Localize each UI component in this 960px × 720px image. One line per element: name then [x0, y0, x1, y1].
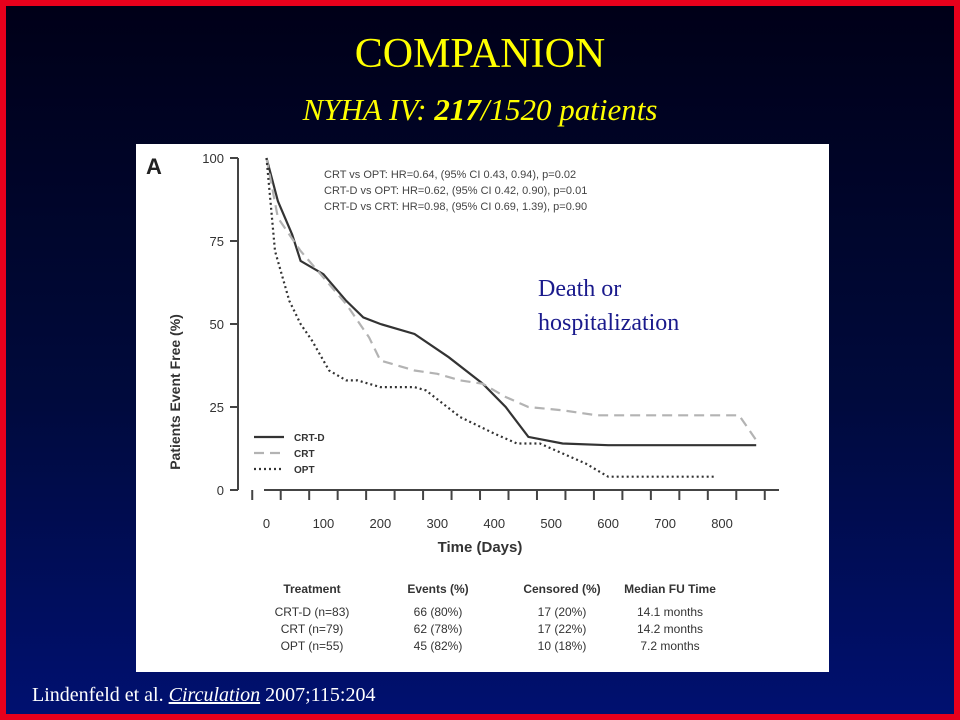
stats-line: CRT-D vs CRT: HR=0.98, (95% CI 0.69, 1.3… — [324, 201, 587, 213]
subtitle-prefix: NYHA IV: — [302, 92, 435, 127]
citation-ref: 2007;115:204 — [260, 684, 376, 706]
km-chart: A CRT vs OPT: HR=0.64, (95% CI 0.43, 0.9… — [146, 151, 779, 653]
stats-line: CRT vs OPT: HR=0.64, (95% CI 0.43, 0.94)… — [324, 169, 576, 181]
figure-panel: A CRT vs OPT: HR=0.64, (95% CI 0.43, 0.9… — [136, 144, 829, 672]
table-cell: 14.1 months — [637, 605, 703, 619]
table-cell: 7.2 months — [640, 639, 699, 653]
table-cell: 62 (78%) — [414, 622, 463, 636]
series-group — [265, 157, 758, 478]
x-axis: 0 100 200 300 400 500 600 700 800 — [251, 489, 779, 531]
table-cell: CRT (n=79) — [281, 622, 344, 636]
annotation-line-2: hospitalization — [538, 310, 680, 336]
y-tick-label: 0 — [217, 483, 224, 498]
stats-block: CRT vs OPT: HR=0.64, (95% CI 0.43, 0.94)… — [324, 169, 587, 213]
y-tick-label: 50 — [210, 317, 224, 332]
table-header: Treatment — [283, 582, 340, 596]
table-cell: 17 (22%) — [538, 622, 587, 636]
table-cell: OPT (n=55) — [281, 639, 344, 653]
table-header: Events (%) — [407, 582, 468, 596]
slide-subtitle: NYHA IV: 217/1520 patients — [0, 92, 960, 128]
legend-label: CRT-D — [294, 433, 325, 444]
table-cell: 10 (18%) — [538, 639, 587, 653]
series-line-crt-d — [265, 157, 757, 447]
y-tick-label: 75 — [210, 234, 224, 249]
x-axis-label: Time (Days) — [438, 539, 523, 556]
table-header: Median FU Time — [624, 582, 716, 596]
x-tick-label: 700 — [654, 516, 676, 531]
table-cell: 17 (20%) — [538, 605, 587, 619]
panel-label: A — [146, 154, 162, 179]
summary-table: Treatment Events (%) Censored (%) Median FU… — [275, 582, 717, 653]
x-tick-label: 400 — [483, 516, 505, 531]
table-cell: CRT-D (n=83) — [275, 605, 350, 619]
table-cell: 45 (82%) — [414, 639, 463, 653]
x-tick-label: 300 — [426, 516, 448, 531]
citation-journal: Circulation — [168, 684, 261, 706]
table-header: Censored (%) — [523, 582, 600, 596]
y-tick-label: 100 — [202, 151, 224, 166]
x-tick-label: 800 — [711, 516, 733, 531]
stats-line: CRT-D vs OPT: HR=0.62, (95% CI 0.42, 0.9… — [324, 185, 587, 197]
x-tick-label: 200 — [370, 516, 392, 531]
table-cell: 14.2 months — [637, 622, 703, 636]
annotation-line-1: Death or — [538, 276, 622, 302]
y-tick-label: 25 — [210, 400, 224, 415]
legend-label: CRT — [294, 449, 315, 460]
table-cell: 66 (80%) — [414, 605, 463, 619]
x-tick-label: 500 — [540, 516, 562, 531]
slide-title: COMPANION — [354, 31, 606, 77]
y-axis-label: Patients Event Free (%) — [167, 314, 183, 470]
series-line-opt — [265, 157, 717, 478]
subtitle-highlight: 217 — [434, 92, 481, 127]
citation: Lindenfeld et al. Circulation 2007;115:2… — [32, 684, 375, 707]
citation-authors: Lindenfeld et al. — [32, 684, 169, 706]
legend-label: OPT — [294, 465, 315, 476]
x-tick-label: 600 — [597, 516, 619, 531]
legend: CRT-D CRT OPT — [254, 433, 325, 476]
y-axis: 0 25 50 75 100 — [202, 151, 239, 498]
x-tick-label: 0 — [263, 516, 270, 531]
annotation: Death or hospitalization — [538, 272, 679, 340]
subtitle-suffix: /1520 patients — [480, 92, 658, 127]
series-line-crt — [265, 157, 758, 441]
x-tick-label: 100 — [313, 516, 335, 531]
